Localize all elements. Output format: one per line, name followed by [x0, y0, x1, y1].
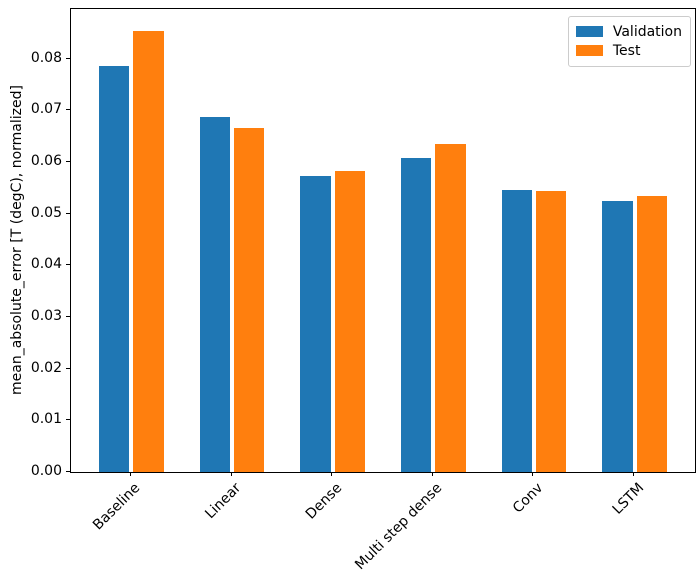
bar-test-linear: [234, 128, 265, 472]
bar-validation-dense: [300, 176, 331, 472]
legend-swatch-validation: [575, 26, 603, 37]
x-tick-label-linear: Linear: [202, 480, 245, 523]
y-tick-label-0.00: 0.00: [30, 463, 62, 479]
bar-test-multi-step-dense: [435, 144, 466, 472]
x-tick-mark-multi-step-dense: [431, 472, 433, 476]
y-tick-label-0.03: 0.03: [30, 307, 62, 324]
x-tick-label-baseline: Baseline: [90, 480, 144, 534]
y-tick-mark-0.02: [66, 367, 70, 369]
bar-validation-conv: [501, 190, 532, 472]
y-tick-label-0.05: 0.05: [30, 204, 62, 221]
legend-item-test: Test: [575, 41, 682, 60]
y-tick-mark-0.06: [66, 160, 70, 162]
x-tick-label-dense: Dense: [302, 480, 345, 523]
legend-label-test: Test: [612, 42, 641, 59]
legend-label-validation: Validation: [612, 23, 682, 40]
x-tick-label-conv: Conv: [509, 480, 547, 517]
x-tick-mark-conv: [532, 472, 534, 476]
plot-area: Validation Test: [70, 8, 696, 473]
y-tick-label-0.08: 0.08: [30, 49, 62, 66]
legend-swatch-test: [575, 45, 603, 56]
bar-validation-baseline: [99, 66, 130, 472]
legend-item-validation: Validation: [575, 22, 682, 41]
bar-test-conv: [535, 191, 567, 472]
x-tick-mark-dense: [331, 472, 333, 476]
y-tick-mark-0.00: [66, 471, 70, 472]
y-tick-label-0.04: 0.04: [30, 256, 62, 273]
bar-validation-linear: [199, 117, 230, 472]
bar-test-lstm: [636, 196, 667, 472]
bar-test-dense: [334, 170, 365, 472]
y-axis-label: mean_absolute_error [T (degC), normalize…: [9, 85, 25, 395]
x-tick-mark-baseline: [129, 472, 131, 476]
y-tick-label-0.02: 0.02: [30, 359, 62, 376]
x-tick-label-multi-step-dense: Multi step dense: [352, 480, 446, 574]
bar-validation-multi-step-dense: [401, 158, 432, 472]
y-tick-label-0.01: 0.01: [30, 411, 62, 428]
y-tick-mark-0.05: [66, 212, 70, 214]
y-tick-mark-0.03: [66, 315, 70, 317]
legend: Validation Test: [567, 16, 691, 67]
x-tick-mark-linear: [230, 472, 232, 476]
x-tick-label-lstm: LSTM: [609, 480, 647, 518]
y-tick-mark-0.08: [66, 57, 70, 59]
bar-test-baseline: [133, 31, 164, 472]
y-tick-label-0.06: 0.06: [30, 152, 62, 169]
y-tick-label-0.07: 0.07: [30, 101, 62, 118]
y-tick-mark-0.07: [66, 109, 70, 111]
bar-validation-lstm: [602, 200, 633, 472]
y-tick-mark-0.04: [66, 264, 70, 266]
x-tick-mark-lstm: [633, 472, 635, 476]
y-tick-mark-0.01: [66, 419, 70, 421]
